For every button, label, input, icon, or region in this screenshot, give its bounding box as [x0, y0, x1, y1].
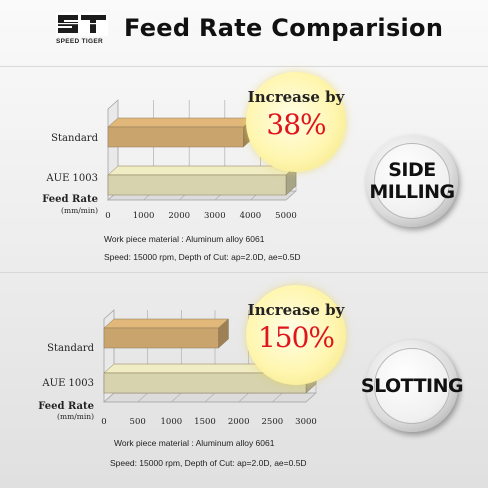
- workpiece-note: Work piece material : Aluminum alloy 606…: [114, 438, 275, 448]
- operation-label: SLOTTING: [360, 375, 464, 397]
- x-axis-label: Feed Rate: [42, 194, 98, 205]
- x-tick-label: 1000: [133, 211, 155, 221]
- x-axis-unit: (mm/min): [57, 412, 94, 421]
- grid-line-floor: [103, 392, 115, 403]
- bar-standard: [103, 327, 219, 349]
- side-milling-badge: SIDE MILLING: [366, 135, 458, 227]
- x-tick-label: 4000: [240, 211, 262, 221]
- bar-top-standard: [103, 318, 230, 329]
- operation-label: SIDE MILLING: [369, 159, 455, 203]
- x-tick-label: 3000: [295, 417, 317, 427]
- x-tick-label: 500: [130, 417, 146, 427]
- cutting-conditions-note: Speed: 15000 rpm, Depth of Cut: ap=2.0D,…: [110, 458, 307, 468]
- x-tick-label: 1500: [194, 417, 216, 427]
- slotting-badge: SLOTTING: [361, 340, 464, 432]
- increase-label: Increase by: [247, 88, 345, 106]
- workpiece-note: Work piece material : Aluminum alloy 606…: [104, 234, 265, 244]
- grid-line-floor: [272, 392, 283, 403]
- x-tick-label: 5000: [275, 211, 297, 221]
- grid-line-floor: [171, 392, 182, 403]
- category-label: Standard: [51, 133, 98, 144]
- increase-bubble-side-milling: Increase by 38%: [246, 72, 346, 172]
- bar-standard: [107, 126, 244, 148]
- increase-value: 38%: [266, 108, 326, 141]
- grid-line-floor: [238, 392, 249, 403]
- bar-aue-1003: [107, 174, 287, 196]
- grid-line-floor: [137, 392, 148, 403]
- speed-tiger-logo: SPEED TIGER: [56, 12, 108, 46]
- header: SPEED TIGER Feed Rate Comparision: [0, 0, 488, 52]
- increase-bubble-slotting: Increase by 150%: [246, 285, 346, 385]
- grid-line-floor: [204, 392, 216, 403]
- category-label: Standard: [47, 343, 94, 354]
- category-label: AUE 1003: [45, 173, 98, 184]
- x-tick-label: 1000: [161, 417, 183, 427]
- x-tick-label: 2000: [228, 417, 250, 427]
- x-tick-label: 0: [105, 211, 110, 221]
- grid-line-floor: [305, 392, 317, 403]
- section-divider-top: [0, 66, 488, 67]
- x-tick-label: 0: [101, 417, 106, 427]
- increase-label: Increase by: [247, 301, 345, 319]
- x-axis-unit: (mm/min): [61, 206, 98, 215]
- section-divider-middle: [0, 272, 488, 273]
- logo-mark: [56, 12, 108, 36]
- x-tick-label: 2000: [168, 211, 190, 221]
- x-axis-label: Feed Rate: [38, 401, 94, 412]
- page-title: Feed Rate Comparision: [124, 14, 444, 42]
- x-tick-label: 2500: [262, 417, 284, 427]
- category-label: AUE 1003: [41, 378, 94, 389]
- increase-value: 150%: [257, 321, 335, 354]
- grid-line-floor: [285, 190, 297, 201]
- cutting-conditions-note: Speed: 15000 rpm, Depth of Cut: ap=2.0D,…: [104, 252, 301, 262]
- x-tick-label: 3000: [204, 211, 226, 221]
- logo-text: SPEED TIGER: [56, 38, 104, 45]
